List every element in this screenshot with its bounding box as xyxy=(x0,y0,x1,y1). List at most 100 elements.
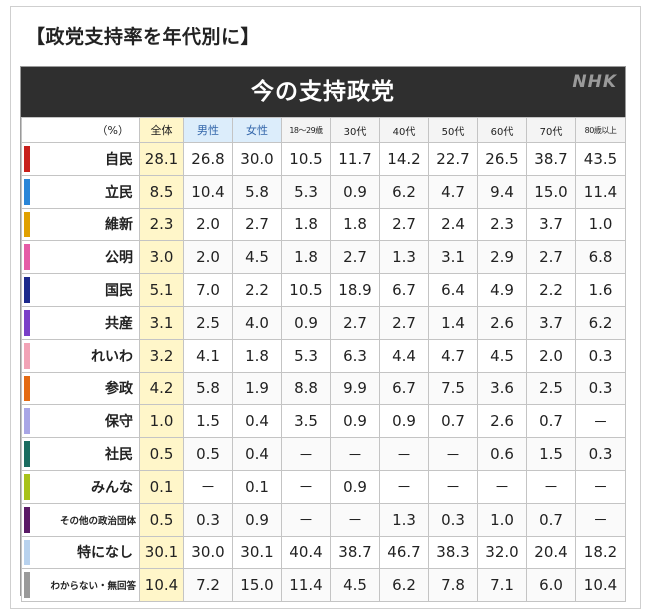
value-cell-age-60s: 32.0 xyxy=(477,535,527,570)
value-cell-age-50s: － xyxy=(428,469,478,504)
party-name: わからない・無回答 xyxy=(50,581,136,593)
value-cell-age-80plus: 18.2 xyxy=(575,535,626,570)
nhk-logo: NHK xyxy=(572,72,617,92)
value-cell-age-40s: 2.7 xyxy=(379,305,429,340)
value-cell-age-40s: 46.7 xyxy=(379,535,429,570)
value-cell-age-18-29: － xyxy=(281,437,331,471)
value-cell-female: 0.1 xyxy=(232,469,282,504)
value-cell-age-40s: 1.3 xyxy=(379,240,429,275)
value-cell-age-70s: 0.7 xyxy=(526,502,576,537)
value-cell-age-40s: 14.2 xyxy=(379,142,429,176)
party-color-swatch xyxy=(24,572,30,599)
value-cell-female: 2.7 xyxy=(232,207,282,242)
value-cell-female: 4.0 xyxy=(232,305,282,340)
value-cell-female: 0.4 xyxy=(232,437,282,471)
value-cell-male: 1.5 xyxy=(183,404,233,439)
value-cell-age-30s: 2.7 xyxy=(330,305,380,340)
header-col-age-70s: 70代 xyxy=(526,117,576,143)
value-cell-age-80plus: 0.3 xyxy=(575,371,626,406)
value-cell-age-60s: 1.0 xyxy=(477,502,527,537)
party-name-cell: 共産 xyxy=(21,305,140,340)
party-color-swatch xyxy=(24,539,30,566)
value-cell-age-18-29: 11.4 xyxy=(281,568,331,603)
value-cell-age-30s: 18.9 xyxy=(330,273,380,307)
party-color-swatch xyxy=(24,441,30,467)
value-cell-male: 5.8 xyxy=(183,371,233,406)
value-cell-age-50s: 7.8 xyxy=(428,568,478,603)
party-color-swatch xyxy=(24,146,30,172)
value-cell-age-40s: 1.3 xyxy=(379,502,429,537)
value-cell-male: 2.5 xyxy=(183,305,233,340)
value-cell-female: 30.1 xyxy=(232,535,282,570)
value-cell-age-60s: － xyxy=(477,469,527,504)
value-cell-age-50s: 4.7 xyxy=(428,338,478,373)
value-cell-male: 30.0 xyxy=(183,535,233,570)
value-cell-age-18-29: 10.5 xyxy=(281,273,331,307)
table-row: 特になし 30.1 30.0 30.1 40.4 38.7 46.7 38.3 32.0 20.4… xyxy=(21,535,626,570)
value-cell-male: 0.3 xyxy=(183,502,233,537)
value-cell-age-30s: 2.7 xyxy=(330,240,380,275)
value-cell-age-30s: 1.8 xyxy=(330,207,380,242)
table-row: その他の政治団体 0.5 0.3 0.9 －－ 1.3 0.3 1.0 0.7 － xyxy=(21,502,626,537)
value-cell-age-70s: 15.0 xyxy=(526,174,576,209)
value-cell-male: 2.0 xyxy=(183,207,233,242)
value-cell-age-60s: 7.1 xyxy=(477,568,527,603)
value-cell-male: 10.4 xyxy=(183,174,233,209)
value-cell-all: 5.1 xyxy=(139,273,184,307)
party-name-cell: 社民 xyxy=(21,437,140,471)
value-cell-age-50s: 6.4 xyxy=(428,273,478,307)
value-cell-age-80plus: 6.2 xyxy=(575,305,626,340)
header-col-male: 男性 xyxy=(183,117,233,143)
value-cell-age-70s: 2.5 xyxy=(526,371,576,406)
value-cell-all: 1.0 xyxy=(139,404,184,439)
party-color-swatch xyxy=(24,375,30,402)
value-cell-age-40s: 6.7 xyxy=(379,371,429,406)
party-color-swatch xyxy=(24,244,30,271)
table-row: 国民 5.1 7.0 2.2 10.5 18.9 6.7 6.4 4.9 2.2 1.6 xyxy=(21,273,626,307)
value-cell-age-18-29: － xyxy=(281,502,331,537)
value-cell-female: 1.8 xyxy=(232,338,282,373)
value-cell-age-70s: 2.0 xyxy=(526,338,576,373)
party-color-swatch xyxy=(24,178,30,205)
value-cell-age-60s: 2.3 xyxy=(477,207,527,242)
party-name: 国民 xyxy=(105,283,133,300)
value-cell-age-40s: 6.2 xyxy=(379,174,429,209)
value-cell-age-80plus: 10.4 xyxy=(575,568,626,603)
party-name-cell: 自民 xyxy=(21,142,140,176)
value-cell-age-60s: 2.9 xyxy=(477,240,527,275)
value-cell-male: － xyxy=(183,469,233,504)
value-cell-age-60s: 4.5 xyxy=(477,338,527,373)
value-cell-age-80plus: 1.0 xyxy=(575,207,626,242)
value-cell-all: 0.5 xyxy=(139,502,184,537)
party-name: 立民 xyxy=(105,184,133,201)
unit-label: （%） xyxy=(21,117,140,143)
value-cell-all: 28.1 xyxy=(139,142,184,176)
table-row: れいわ 3.2 4.1 1.8 5.3 6.3 4.4 4.7 4.5 2.0 0.3 xyxy=(21,338,626,373)
value-cell-age-18-29: 3.5 xyxy=(281,404,331,439)
table-row: 公明 3.0 2.0 4.5 1.8 2.7 1.3 3.1 2.9 2.7 6.8 xyxy=(21,240,626,275)
party-name: 公明 xyxy=(105,250,133,267)
value-cell-female: 0.9 xyxy=(232,502,282,537)
value-cell-male: 0.5 xyxy=(183,437,233,471)
value-cell-age-30s: 0.9 xyxy=(330,404,380,439)
value-cell-age-50s: 1.4 xyxy=(428,305,478,340)
party-name-cell: みんな xyxy=(21,469,140,504)
value-cell-age-60s: 9.4 xyxy=(477,174,527,209)
value-cell-age-60s: 26.5 xyxy=(477,142,527,176)
value-cell-age-80plus: － xyxy=(575,469,626,504)
value-cell-all: 8.5 xyxy=(139,174,184,209)
value-cell-all: 4.2 xyxy=(139,371,184,406)
value-cell-female: 0.4 xyxy=(232,404,282,439)
party-color-swatch xyxy=(24,506,30,533)
value-cell-age-80plus: 0.3 xyxy=(575,437,626,471)
value-cell-age-50s: 3.1 xyxy=(428,240,478,275)
party-name: 社民 xyxy=(105,447,133,464)
value-cell-age-50s: 7.5 xyxy=(428,371,478,406)
value-cell-age-80plus: 6.8 xyxy=(575,240,626,275)
value-cell-age-70s: 3.7 xyxy=(526,207,576,242)
value-cell-age-18-29: － xyxy=(281,469,331,504)
table-row: わからない・無回答 10.4 7.2 15.0 11.4 4.5 6.2 7.8 7.1 6.0 1… xyxy=(21,568,626,603)
value-cell-male: 2.0 xyxy=(183,240,233,275)
value-cell-age-80plus: 43.5 xyxy=(575,142,626,176)
party-color-swatch xyxy=(24,408,30,435)
